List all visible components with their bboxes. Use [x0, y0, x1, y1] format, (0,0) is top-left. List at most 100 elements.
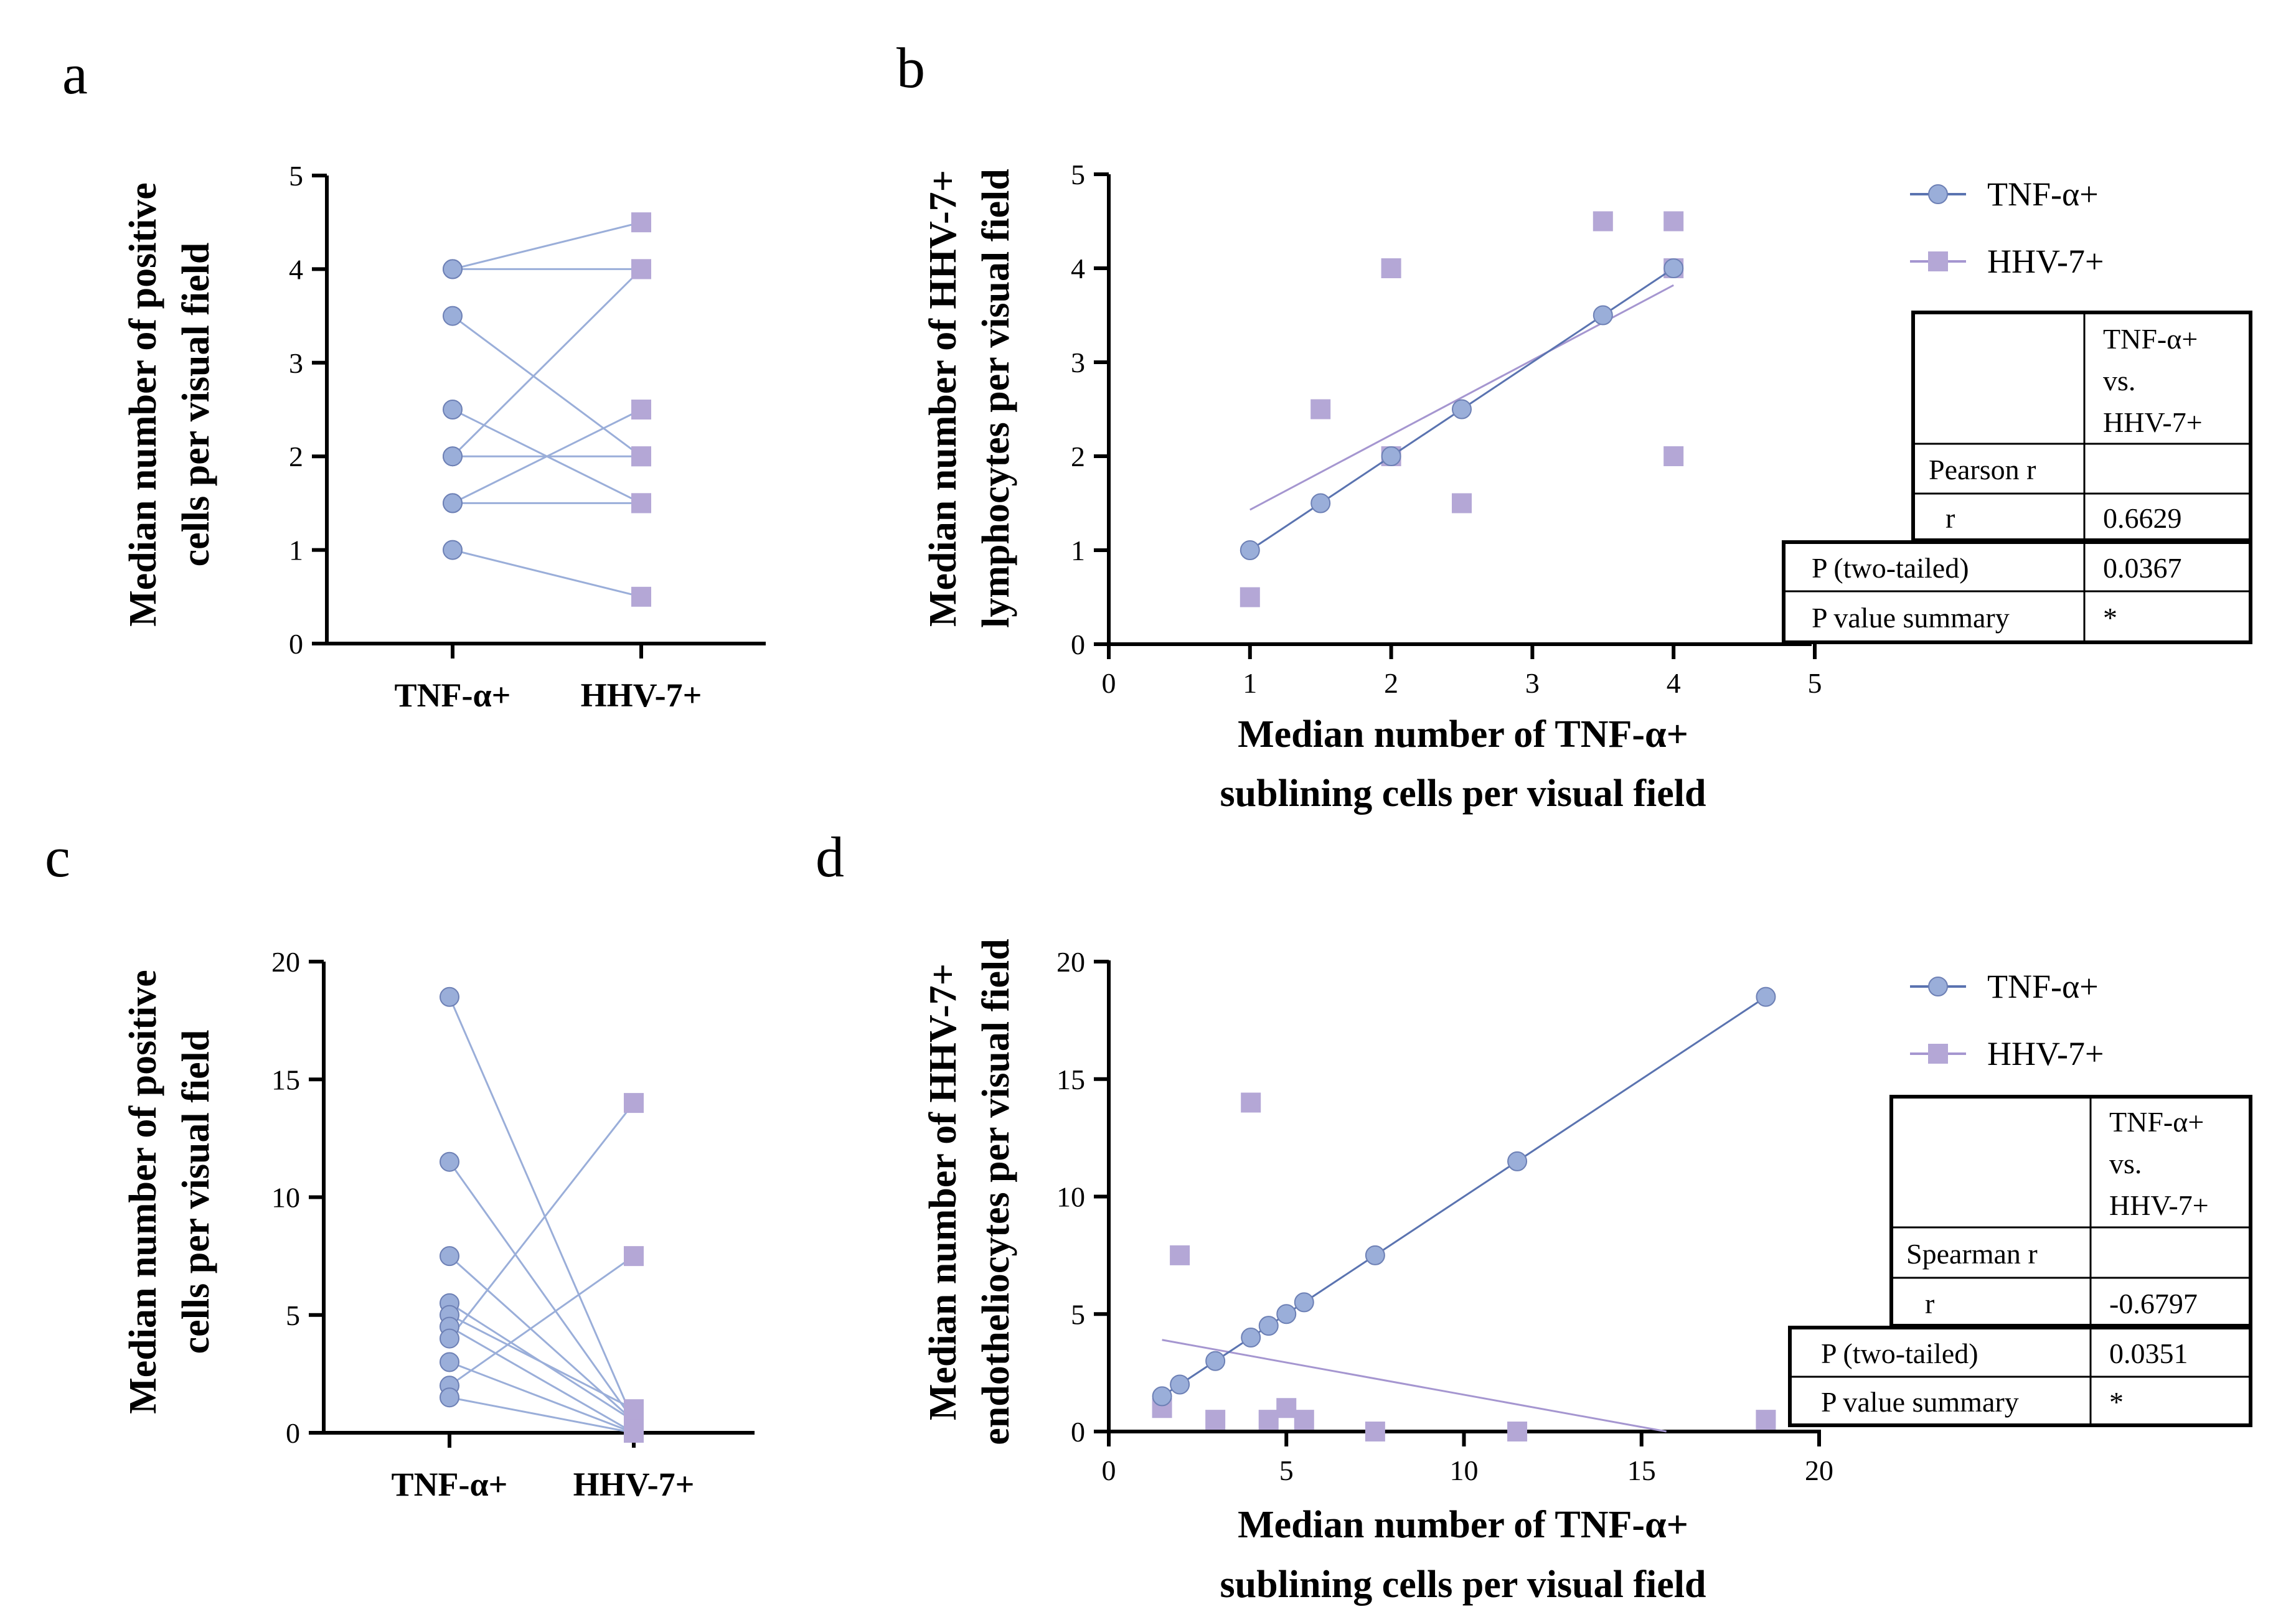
panel-a-ytick-label: 0: [289, 628, 303, 660]
panel-b-hhv-point: [1663, 446, 1684, 466]
panel-a-pair-line: [452, 221, 642, 270]
panel-c-cat-hhv: HHV-7+: [573, 1466, 695, 1503]
panel-a-hhv-point: [631, 493, 651, 513]
panel-b-ytick-label: 1: [1071, 535, 1085, 566]
panel-a-ytick-label: 1: [289, 535, 303, 566]
panel-b-chart: Median number of HHV-7+ lymphocytes per …: [922, 159, 2252, 815]
panel-b-xtick-label: 0: [1102, 667, 1116, 699]
panel-b-tnf-point: [1663, 258, 1684, 278]
panel-c-hhv-point: [624, 1093, 644, 1113]
panel-d-legend-tnf-label: TNF-α+: [1987, 968, 2099, 1005]
panel-b-tnf-point: [1310, 493, 1331, 513]
panel-b-table-header-3: HHV-7+: [2103, 406, 2203, 438]
panel-d-tnf-point: [1170, 1374, 1190, 1395]
panel-a-cat-hhv: HHV-7+: [581, 677, 702, 714]
panel-d-hhv-point: [1258, 1410, 1279, 1430]
panel-a-ytick-label: 2: [289, 441, 303, 472]
panel-letter-a: a: [62, 42, 88, 106]
panel-d-legend-tnf-marker: [1928, 977, 1948, 996]
panel-b-xlabel-line2: sublining cells per visual field: [1220, 772, 1706, 815]
panel-b-legend-hhv-label: HHV-7+: [1987, 243, 2104, 280]
panel-c-ytick-label: 10: [271, 1182, 300, 1214]
panel-c-ylabel-line2: cells per visual field: [175, 1030, 217, 1354]
panel-b-xtick-label: 3: [1525, 667, 1540, 699]
panel-d-tnf-point: [1507, 1151, 1528, 1171]
panel-a-ylabel-line1: Median number of positive: [122, 182, 164, 627]
panel-b-legend-hhv-marker: [1928, 251, 1948, 271]
panel-b-ytick-label: 5: [1071, 159, 1085, 190]
panel-d-tnf-point: [1241, 1328, 1261, 1348]
panel-b-tnf-point: [1452, 399, 1472, 419]
panel-d-xlabel-line2: sublining cells per visual field: [1220, 1563, 1706, 1606]
panel-d-tnf-point: [1258, 1316, 1279, 1336]
panel-letter-d: d: [816, 825, 844, 889]
panel-d-hhv-point: [1205, 1410, 1226, 1430]
panel-b-hhv-point: [1240, 587, 1260, 607]
panel-b-legend-tnf-marker: [1928, 184, 1948, 204]
panel-d-table-row3-value: 0.0351: [2109, 1338, 2188, 1369]
panel-b-table-header-1: TNF-α+: [2103, 323, 2198, 355]
panel-d-table-row4-value: *: [2109, 1386, 2124, 1418]
panel-c-pair-line: [448, 1161, 635, 1422]
panel-d-chart: Median number of HHV-7+ endotheliocytes …: [922, 939, 2252, 1606]
panel-d-tnf-point: [1205, 1351, 1226, 1371]
panel-c-pair-line: [448, 996, 635, 1422]
panel-b-hhv-point: [1452, 493, 1472, 513]
panel-d-hhv-point: [1365, 1422, 1385, 1441]
panel-c-tnf-point: [440, 1352, 459, 1372]
panel-b-xlabel-line1: Median number of TNF-α+: [1238, 713, 1688, 756]
panel-b-table-row3-label: P (two-tailed): [1812, 552, 1969, 584]
panel-d-table-header-1: TNF-α+: [2109, 1106, 2204, 1138]
panel-c-cat-tnf: TNF-α+: [392, 1466, 508, 1503]
panel-d-tnf-point: [1294, 1292, 1314, 1313]
panel-d-table-header-2: vs.: [2109, 1148, 2142, 1179]
panel-letter-c: c: [45, 825, 70, 889]
panel-d-hhv-point: [1294, 1410, 1314, 1430]
panel-d-legend: TNF-α+ HHV-7+: [1910, 968, 2104, 1072]
panel-a-ytick-label: 5: [289, 160, 303, 192]
panel-d-ytick-label: 5: [1071, 1298, 1085, 1330]
panel-d-tnf-point: [1365, 1245, 1385, 1265]
panel-a-hhv-point: [631, 400, 651, 419]
panel-d-xtick-label: 20: [1805, 1455, 1833, 1486]
panel-letter-b: b: [896, 36, 925, 100]
panel-d-xtick-label: 5: [1279, 1455, 1294, 1486]
panel-d-legend-hhv-label: HHV-7+: [1987, 1035, 2104, 1072]
panel-c-pair-line: [449, 1255, 634, 1387]
panel-b-xtick-label: 2: [1384, 667, 1398, 699]
panel-d-table-row1-label: Spearman r: [1906, 1238, 2038, 1270]
panel-d-hhv-point: [1756, 1410, 1776, 1430]
panel-c-tnf-point: [440, 1151, 459, 1172]
panel-d-table-row2-value: -0.6797: [2109, 1288, 2198, 1319]
panel-b-table-row1-label: Pearson r: [1929, 454, 2036, 485]
panel-a-tnf-point: [443, 493, 463, 513]
panel-b-table-row3-value: 0.0367: [2103, 552, 2182, 584]
panel-d-ytick-label: 0: [1071, 1416, 1085, 1448]
panel-d-tnf-point: [1276, 1304, 1297, 1324]
panel-c-tnf-point: [440, 1328, 459, 1349]
panel-d-table-header-3: HHV-7+: [2109, 1189, 2209, 1221]
panel-a-cat-tnf: TNF-α+: [395, 677, 511, 714]
panel-a-ytick-label: 3: [289, 347, 303, 379]
panel-a-ytick-label: 4: [289, 253, 303, 285]
panel-c-ytick-label: 15: [271, 1064, 300, 1095]
panel-d-hhv-point: [1241, 1092, 1261, 1113]
panel-a-tnf-point: [443, 446, 463, 467]
panel-b-tnf-point: [1381, 446, 1401, 466]
panel-c-pair-line: [448, 1255, 635, 1422]
panel-d-ytick-label: 15: [1056, 1064, 1085, 1095]
panel-a-pair-line: [452, 549, 642, 598]
panel-d-hhv-point: [1170, 1245, 1190, 1265]
panel-b-ytick-label: 0: [1071, 629, 1085, 660]
panel-b-hhv-point: [1593, 211, 1613, 232]
panel-b-table-row2-label: r: [1945, 502, 1955, 534]
panel-b-xtick-label: 4: [1667, 667, 1681, 699]
panel-a-ylabel-line2: cells per visual field: [175, 243, 217, 567]
panel-b-stats-table: TNF-α+ vs. HHV-7+ Pearson r r 0.6629 P (…: [1782, 311, 2252, 644]
panel-c-tnf-point: [440, 1246, 459, 1267]
panel-c-ytick-label: 0: [286, 1417, 300, 1449]
panel-b-ylabel-line2: lymphocytes per visual field: [975, 169, 1017, 628]
panel-b-hhv-point: [1663, 211, 1684, 232]
panel-d-legend-hhv-marker: [1928, 1044, 1948, 1064]
panel-d-tnf-point: [1756, 987, 1776, 1007]
